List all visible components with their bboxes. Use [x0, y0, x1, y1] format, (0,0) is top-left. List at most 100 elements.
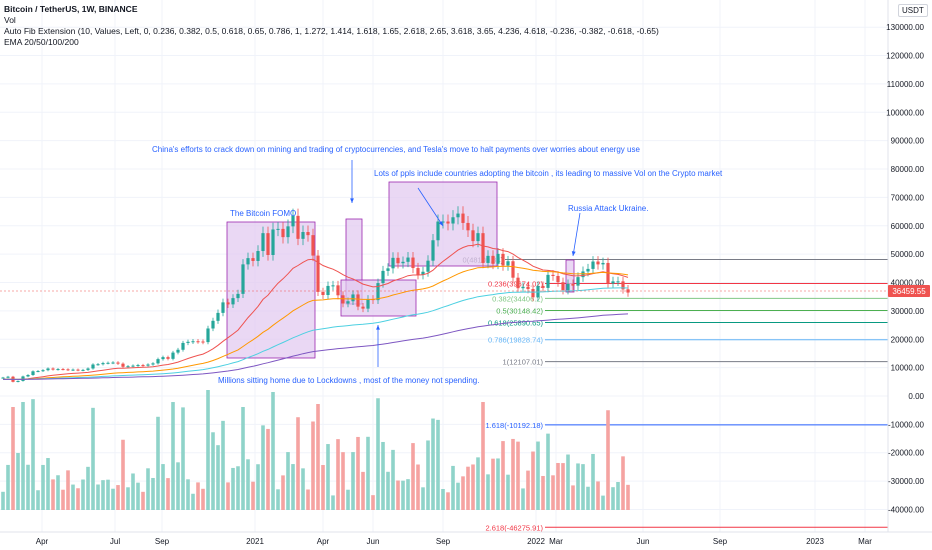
- volume-bar: [416, 464, 420, 510]
- volume-bar: [51, 479, 55, 510]
- volume-bar: [621, 456, 625, 510]
- time-axis-tick: 2023: [806, 537, 824, 546]
- candle-body: [6, 376, 10, 378]
- vol-indicator-label[interactable]: Vol: [4, 15, 16, 25]
- candle-body: [396, 257, 400, 264]
- candle-body: [251, 258, 255, 261]
- volume-bar: [381, 441, 385, 510]
- candle-body: [231, 298, 235, 305]
- candle-body: [126, 366, 130, 368]
- volume-bar: [256, 464, 260, 510]
- volume-bar: [261, 425, 265, 510]
- candle-body: [421, 271, 425, 275]
- volume-bar: [21, 402, 25, 510]
- volume-bar: [426, 440, 430, 510]
- candle-body: [306, 232, 310, 236]
- candle-body: [466, 222, 470, 231]
- candle-body: [416, 268, 420, 275]
- candle-body: [226, 302, 230, 305]
- volume-bar: [616, 482, 620, 510]
- candle-body: [71, 369, 75, 371]
- candle-body: [206, 328, 210, 343]
- volume-bar: [306, 489, 310, 510]
- volume-bar: [486, 474, 490, 510]
- volume-bar: [371, 495, 375, 510]
- price-axis-tick: -30000.00: [888, 477, 925, 486]
- volume-bar: [391, 449, 395, 510]
- candle-body: [36, 371, 40, 373]
- price-axis-tick: 0.00: [908, 392, 924, 401]
- price-axis-tick: -40000.00: [888, 505, 925, 514]
- volume-bar: [411, 443, 415, 510]
- volume-bar: [226, 482, 230, 510]
- candle-body: [471, 230, 475, 242]
- price-axis-tick: -20000.00: [888, 449, 925, 458]
- volume-bar: [436, 419, 440, 510]
- volume-bar: [451, 465, 455, 510]
- volume-bar: [166, 478, 170, 510]
- currency-button[interactable]: USDT: [898, 4, 928, 17]
- volume-bar: [331, 495, 335, 510]
- candle-body: [196, 341, 200, 343]
- candle-body: [266, 233, 270, 256]
- candle-body: [301, 232, 305, 239]
- price-axis-tick: 130000.00: [886, 23, 924, 32]
- volume-bar: [146, 468, 150, 510]
- candle-body: [501, 253, 505, 266]
- candle-body: [576, 277, 580, 286]
- volume-bar: [566, 454, 570, 510]
- candle-body: [16, 380, 20, 382]
- volume-bar: [356, 436, 360, 510]
- time-axis-tick: Jul: [110, 537, 120, 546]
- volume-bar: [506, 474, 510, 510]
- volume-bar: [476, 457, 480, 510]
- candle-body: [616, 281, 620, 283]
- volume-bar: [561, 463, 565, 510]
- volume-bar: [341, 452, 345, 510]
- candle-body: [481, 233, 485, 263]
- annotation-arrows: [350, 160, 581, 367]
- candle-body: [241, 264, 245, 294]
- volume-bar: [491, 458, 495, 510]
- candle-body: [256, 251, 260, 261]
- candle-body: [136, 365, 140, 367]
- candle-body: [556, 275, 560, 283]
- time-axis-tick: Apr: [36, 537, 49, 546]
- fib-level-label: 0.786(19828.74): [488, 336, 544, 345]
- price-axis-tick: 10000.00: [891, 364, 925, 373]
- volume-bar: [591, 453, 595, 510]
- price-axis-tick: 30000.00: [891, 307, 925, 316]
- ema-indicator-label[interactable]: EMA 20/50/100/200: [4, 37, 79, 47]
- candle-body: [376, 283, 380, 301]
- candle-body: [81, 369, 85, 371]
- volume-bar: [246, 459, 250, 510]
- candle-body: [281, 228, 285, 238]
- candle-body: [26, 375, 30, 377]
- volume-bar: [136, 482, 140, 510]
- volume-bar: [231, 467, 235, 510]
- volume-bar: [516, 441, 520, 510]
- symbol-title[interactable]: Bitcoin / TetherUS, 1W, BINANCE: [4, 4, 138, 14]
- volume-bar: [461, 476, 465, 510]
- candle-body: [486, 255, 490, 263]
- time-axis-tick: Jun: [367, 537, 380, 546]
- volume-bar: [606, 410, 610, 510]
- volume-bar: [596, 481, 600, 510]
- arrow-head: [571, 251, 576, 256]
- candle-body: [166, 357, 170, 359]
- candle-body: [361, 306, 365, 309]
- fib-level-label: 1(12107.01): [503, 358, 544, 367]
- candle-body: [436, 221, 440, 241]
- candle-body: [336, 285, 340, 296]
- fib-indicator-label[interactable]: Auto Fib Extension (10, Values, Left, 0,…: [4, 26, 659, 36]
- volume-bar: [56, 475, 60, 510]
- price-axis-tick: 70000.00: [891, 193, 925, 202]
- arrow-shaft: [572, 212, 581, 257]
- volume-bar: [271, 392, 275, 510]
- candle-body: [456, 213, 460, 218]
- candle-body: [176, 349, 180, 353]
- candle-body: [561, 282, 565, 291]
- volume-bar: [116, 485, 120, 510]
- volume-bar: [71, 484, 75, 510]
